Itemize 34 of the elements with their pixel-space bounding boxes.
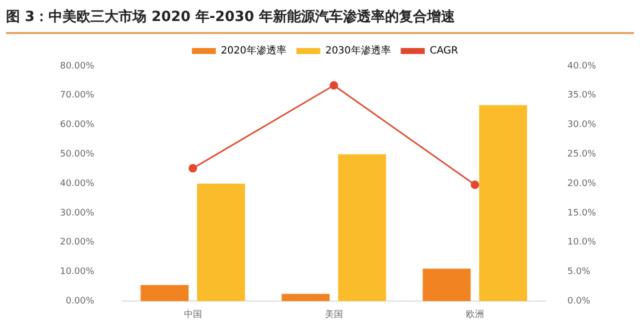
x-tick-label: 中国 [184,308,202,320]
point [188,164,198,173]
chart-title: 图 3：中美欧三大市场 2020 年-2030 年新能源汽车渗透率的复合增速 [6,8,634,34]
legend-label: 2030年渗透率 [325,44,391,57]
point [330,81,338,90]
y2-tick-label: 25.0% [567,150,596,160]
y2-tick-label: 40.0% [567,61,596,72]
legend-label: 2020年渗透率 [220,44,286,57]
bar [197,184,246,302]
bar [282,294,330,302]
y-tick-label: 50.00% [60,150,95,160]
y2-tick-label: 0.0% [567,296,591,307]
y2-tick-label: 20.0% [567,178,596,189]
y2-tick-label: 30.0% [567,120,596,130]
bar [479,105,528,302]
y2-tick-label: 5.0% [567,267,591,278]
y-tick-label: 70.00% [60,90,95,101]
y-tick-label: 0.00% [66,296,95,307]
y-tick-label: 40.00% [60,178,95,189]
y-tick-label: 80.00% [60,61,95,72]
y-tick-label: 60.00% [60,120,95,130]
bar [140,285,189,302]
x-tick-label: 美国 [324,308,343,320]
point [470,180,480,190]
bar [338,154,386,302]
bar [422,268,471,302]
y2-tick-label: 10.0% [567,238,596,248]
legend-label: CAGR [430,46,458,57]
y2-tick-label: 35.0% [567,90,596,101]
y2-tick-label: 15.0% [567,208,596,218]
y-tick-label: 30.00% [60,208,95,218]
y-tick-label: 10.00% [60,267,95,278]
y-tick-label: 20.00% [60,238,95,248]
x-tick-label: 欧洲 [466,308,484,320]
